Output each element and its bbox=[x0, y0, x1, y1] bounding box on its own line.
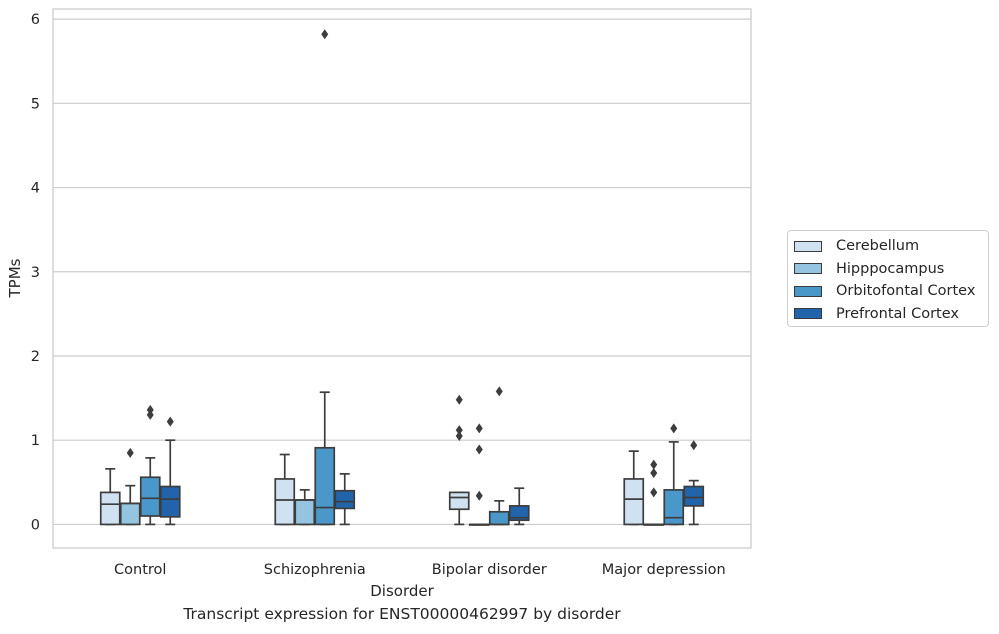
outlier-point bbox=[455, 425, 463, 436]
outlier-point bbox=[146, 409, 154, 420]
box-group bbox=[294, 489, 316, 526]
box-group bbox=[314, 29, 336, 526]
box-group bbox=[119, 447, 141, 526]
x-axis-title: Disorder bbox=[370, 582, 434, 600]
legend-label: Hipppocampus bbox=[836, 260, 945, 277]
y-axis-title: TPMs bbox=[6, 258, 24, 298]
box-group bbox=[99, 467, 121, 526]
y-tick-label: 5 bbox=[31, 96, 40, 112]
box-group bbox=[488, 386, 510, 526]
legend-swatch bbox=[794, 308, 822, 319]
y-tick-label: 4 bbox=[31, 181, 40, 197]
box-group bbox=[643, 459, 665, 526]
x-tick-label: Bipolar disorder bbox=[432, 562, 547, 578]
outlier-point bbox=[650, 487, 658, 498]
box bbox=[294, 499, 316, 526]
y-tick-label: 3 bbox=[31, 265, 40, 281]
boxes-layer bbox=[99, 29, 705, 526]
outlier-point bbox=[321, 29, 329, 40]
gridlines bbox=[53, 18, 751, 526]
y-tick-label: 1 bbox=[31, 433, 40, 449]
outlier-point bbox=[495, 386, 503, 397]
outlier-point bbox=[455, 394, 463, 405]
box-group bbox=[468, 423, 490, 526]
box-group bbox=[683, 440, 705, 526]
legend-swatch bbox=[794, 240, 822, 252]
box-group bbox=[159, 416, 181, 526]
legend-label: Prefrontal Cortex bbox=[836, 305, 959, 322]
box bbox=[139, 476, 161, 517]
box-group bbox=[334, 473, 356, 526]
box bbox=[314, 446, 336, 526]
box bbox=[663, 489, 685, 526]
box bbox=[99, 491, 121, 526]
legend-label: Cerebellum bbox=[836, 238, 920, 254]
plot-frame bbox=[52, 8, 752, 549]
outlier-point bbox=[455, 430, 463, 441]
outlier-point bbox=[146, 404, 154, 415]
legend-item: Orbitofontal Cortex bbox=[794, 282, 975, 300]
x-tick-label: Major depression bbox=[602, 562, 726, 578]
box-group bbox=[139, 404, 161, 526]
box bbox=[159, 485, 181, 518]
outlier-point bbox=[166, 416, 174, 427]
box bbox=[448, 491, 470, 511]
outlier-point bbox=[475, 444, 483, 455]
outlier-point bbox=[126, 447, 134, 458]
y-tick-label: 0 bbox=[31, 517, 40, 533]
box bbox=[508, 505, 530, 522]
legend-item: Hipppocampus bbox=[794, 260, 944, 278]
box-group bbox=[663, 423, 685, 526]
legend-item: Cerebellum bbox=[794, 237, 919, 255]
box-group bbox=[274, 453, 296, 526]
legend-swatch bbox=[794, 263, 822, 274]
outlier-point bbox=[475, 423, 483, 434]
legend-label: Orbitofontal Cortex bbox=[836, 283, 976, 299]
legend-item: Prefrontal Cortex bbox=[794, 305, 959, 323]
x-tick-labels: Control Schizophrenia Bipolar disorder Majo… bbox=[114, 562, 726, 578]
x-tick-label: Control bbox=[114, 562, 166, 578]
outlier-point bbox=[650, 459, 658, 470]
legend-swatch bbox=[794, 285, 822, 297]
outlier-point bbox=[475, 490, 483, 501]
outlier-point bbox=[650, 468, 658, 479]
y-tick-label: 2 bbox=[31, 349, 40, 365]
outlier-point bbox=[670, 423, 678, 434]
box bbox=[119, 502, 141, 526]
y-tick-label: 6 bbox=[31, 12, 40, 28]
chart-caption: Transcript expression for ENST0000046299… bbox=[183, 605, 621, 623]
outlier-point bbox=[690, 440, 698, 451]
box bbox=[623, 478, 645, 526]
box-group bbox=[448, 394, 470, 526]
legend: Cerebellum Hipppocampus Orbitofontal Corte… bbox=[787, 230, 989, 327]
y-tick-labels: 0 1 2 3 4 5 6 bbox=[31, 12, 40, 533]
box-group bbox=[508, 487, 530, 526]
box bbox=[488, 510, 510, 526]
x-tick-label: Schizophrenia bbox=[264, 562, 366, 578]
box-group bbox=[623, 450, 645, 526]
box bbox=[334, 489, 356, 510]
box bbox=[683, 485, 705, 507]
box bbox=[274, 478, 296, 526]
